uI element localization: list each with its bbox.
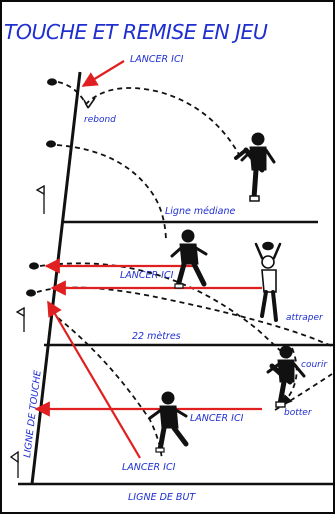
lancer-ici-middle-label: LANCER ICI [120, 270, 174, 281]
ball-icon [29, 262, 39, 269]
lancer-ici-top-label: LANCER ICI [130, 54, 184, 65]
player-kicking-lower [268, 346, 304, 407]
lancer-ici-bottom-label: LANCER ICI [122, 462, 176, 473]
ligne-mediane-label: Ligne médiane [165, 206, 235, 217]
botter-label: botter [284, 408, 313, 418]
arrow-bottom-diagonal [48, 302, 140, 458]
trajectory-upper [57, 145, 166, 240]
diagram-title: TOUCHE ET REMISE EN JEU [4, 20, 268, 44]
player-kicking-top [236, 133, 274, 201]
rebond-arrow [84, 98, 95, 108]
courir-label: courir [301, 360, 328, 370]
ball-icon [46, 140, 56, 147]
vingt-deux-label: 22 mètres [132, 331, 181, 342]
flag-icon [17, 308, 24, 332]
rebond-label: rebond [84, 115, 116, 125]
player-middle [172, 230, 206, 288]
player-catching [256, 243, 280, 321]
flag-icon [11, 452, 18, 478]
lancer-ici-lower-label: LANCER ICI [190, 413, 244, 424]
ball-icon [47, 78, 57, 85]
touch-line [32, 72, 80, 484]
player-bottom [150, 392, 186, 452]
attraper-label: attraper [286, 313, 324, 323]
arrow-top [83, 61, 124, 86]
ball-icon [26, 289, 36, 296]
ligne-de-but-label: LIGNE DE BUT [128, 492, 196, 503]
flag-icon [37, 186, 44, 214]
